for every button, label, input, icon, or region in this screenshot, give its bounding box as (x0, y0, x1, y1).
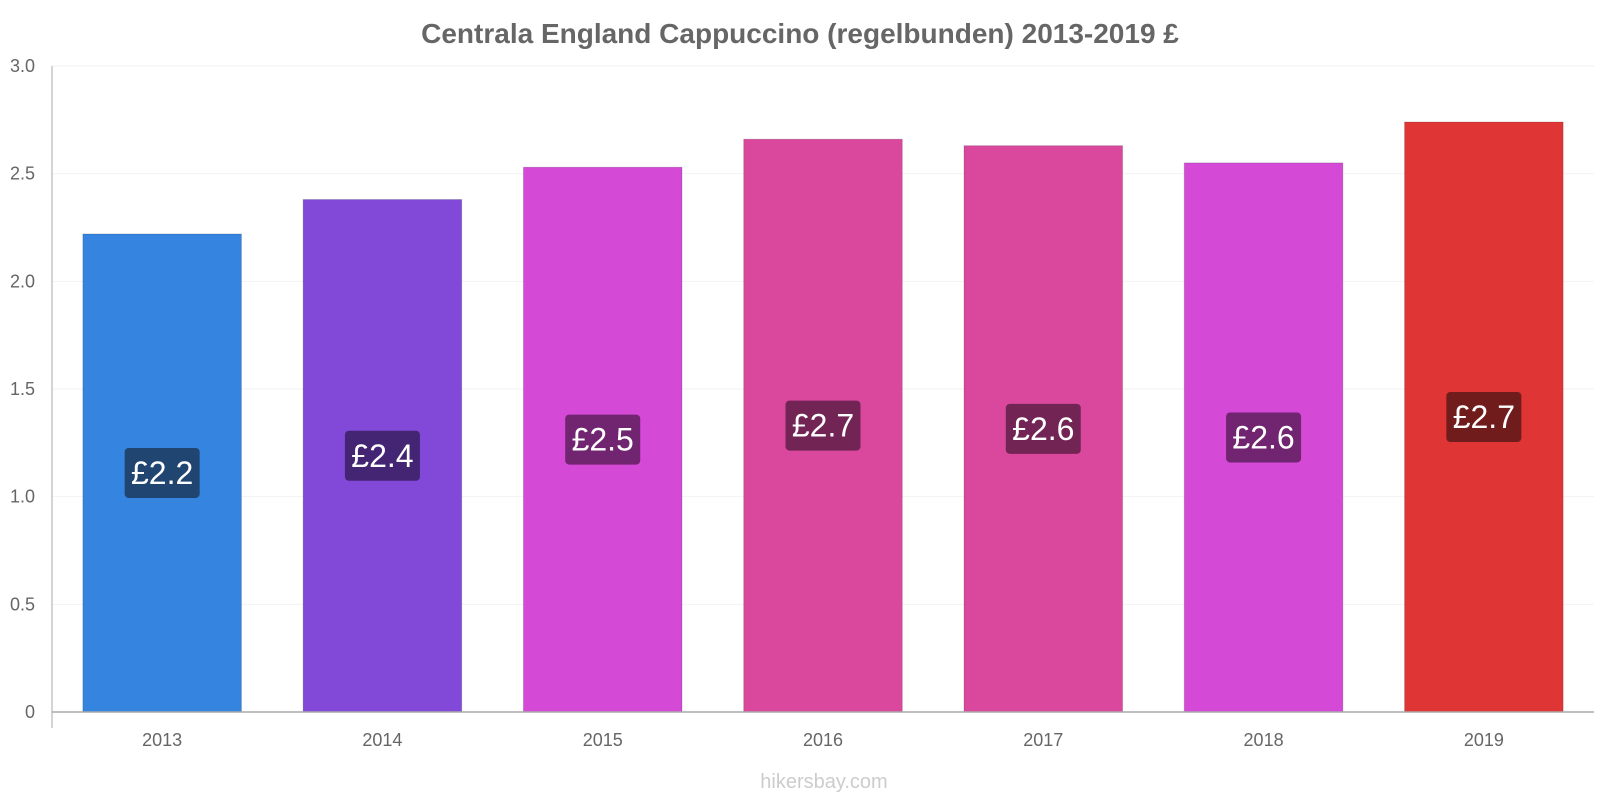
data-label-background (1005, 403, 1081, 454)
x-tick-label: 2013 (142, 730, 182, 750)
y-tick-label: 0.5 (10, 594, 35, 614)
data-label-2018: £2.6 (1232, 419, 1294, 455)
data-label-background (565, 414, 641, 465)
x-tick-label: 2014 (362, 730, 402, 750)
y-tick-label: 0 (25, 702, 35, 722)
data-label-background (1446, 391, 1522, 442)
y-tick-label: 3.0 (10, 56, 35, 76)
x-tick-label: 2015 (583, 730, 623, 750)
y-axis-ticks: 0 0.5 1.0 1.5 2.0 2.5 3.0 (10, 56, 35, 722)
x-tick-label: 2018 (1244, 730, 1284, 750)
data-label-background (344, 430, 420, 481)
data-label-2013: £2.2 (131, 455, 193, 491)
data-label-2015: £2.5 (572, 422, 634, 458)
data-label-2016: £2.7 (792, 408, 854, 444)
data-label-background (124, 447, 200, 498)
chart-title: Centrala England Cappuccino (regelbunden… (421, 18, 1179, 49)
y-tick-label: 2.0 (10, 271, 35, 291)
x-axis-ticks: 2013 2014 2015 2016 2017 2018 2019 (142, 730, 1504, 750)
data-label-background (785, 400, 861, 451)
data-label-2019: £2.7 (1453, 399, 1515, 435)
x-tick-label: 2016 (803, 730, 843, 750)
y-tick-label: 1.5 (10, 379, 35, 399)
data-labels: £2.2 £2.4 £2.5 £2.7 £2.6 £2.6 £2.7 (124, 391, 1522, 498)
x-tick-label: 2017 (1023, 730, 1063, 750)
bars (82, 121, 1564, 713)
data-label-2017: £2.6 (1012, 411, 1074, 447)
x-tick-label: 2019 (1464, 730, 1504, 750)
credit-text: hikersbay.com (760, 771, 887, 793)
y-tick-label: 1.0 (10, 487, 35, 507)
data-label-2014: £2.4 (351, 438, 413, 474)
y-tick-label: 2.5 (10, 164, 35, 184)
data-label-background (1226, 412, 1302, 463)
